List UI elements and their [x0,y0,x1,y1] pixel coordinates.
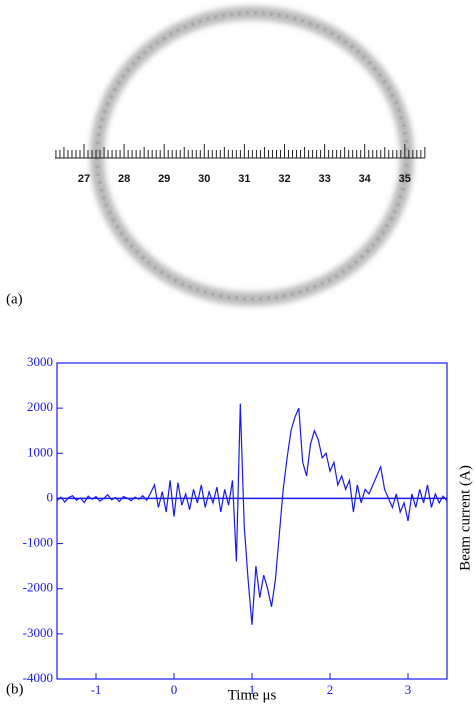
y-tick-label: -3000 [23,625,53,640]
x-tick-label: 2 [327,682,334,697]
panel-label: (b) [6,681,24,697]
ruler-label: 34 [359,173,372,185]
y-tick-label: 0 [47,489,54,504]
panel-label: (a) [6,291,23,307]
y-tick-label: -2000 [23,580,53,595]
plot-frame [56,362,448,680]
x-tick-label: 1 [249,682,256,697]
x-tick-label: 0 [171,682,178,697]
x-tick-label: -1 [91,682,102,697]
ruler-label: 32 [278,173,290,185]
chart: -4000 -3000 -2000 -1000 0 1000 2000 3000 -1 0 1 2 3 [23,354,448,697]
y-tick-label: 3000 [27,354,53,369]
y-tick-label: -1000 [23,535,53,550]
y-tick-label: 1000 [27,444,53,459]
y-axis-label: Beam current (A) [457,465,473,571]
ring-texture [95,11,409,301]
ruler-label: 30 [198,173,210,185]
ruler: 27 28 29 30 31 32 33 34 35 [55,144,426,185]
y-tick-label: -4000 [23,670,53,685]
y-tick-label: 2000 [27,399,53,414]
ruler-label: 28 [118,173,130,185]
x-axis-label: Time μs [228,687,277,703]
x-tick-label: 3 [405,682,412,697]
ruler-label: 33 [318,173,330,185]
ruler-label: 27 [78,173,90,185]
ruler-label: 29 [158,173,170,185]
signal-line [56,403,448,625]
ruler-label: 35 [399,173,411,185]
ruler-label: 31 [238,173,250,185]
